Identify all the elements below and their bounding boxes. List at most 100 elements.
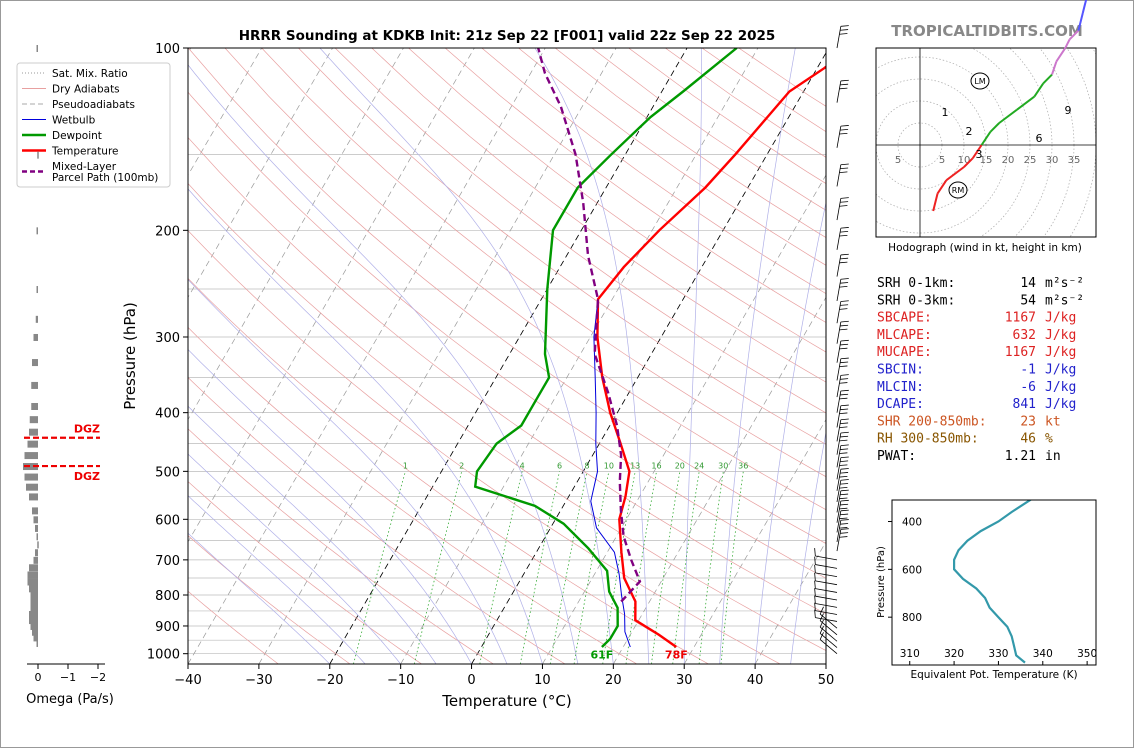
mixing-ratio-line — [573, 471, 610, 664]
wind-barb-flag — [840, 468, 849, 470]
skewt-frame — [187, 47, 827, 665]
mixing-ratio-line — [625, 471, 657, 664]
wind-barb-flag — [840, 431, 849, 434]
y-axis-label: Pressure (hPa) — [121, 302, 139, 410]
hodo-segment — [945, 166, 965, 181]
wind-barb-flag — [840, 257, 849, 260]
omega-bar — [32, 359, 38, 367]
hodo-segment — [936, 179, 948, 194]
wind-barb-flag — [839, 261, 848, 264]
index-label: MLCIN: — [877, 380, 924, 395]
y-tick-label: 1000 — [147, 648, 180, 663]
wind-barb-flag — [839, 426, 848, 428]
x-tick-label: −30 — [245, 673, 272, 688]
parcel-path-line — [537, 48, 642, 603]
wind-barb-flag — [839, 412, 848, 415]
index-value: 1.21 — [1005, 449, 1036, 464]
mixing-ratio-label: 6 — [557, 461, 562, 470]
index-unit: m²s⁻² — [1045, 293, 1084, 308]
wind-barb-flag — [839, 439, 848, 442]
moist-adiabat — [188, 348, 472, 664]
dry-adiabat — [188, 182, 826, 651]
wind-barb-flag — [839, 487, 848, 489]
mixing-ratio-label: 16 — [651, 461, 661, 470]
thetae-line — [952, 500, 1033, 664]
wind-barb-flag — [840, 278, 849, 280]
omega-bar — [27, 440, 38, 448]
wind-barb-flag — [839, 382, 848, 384]
x-tick-label: 50 — [818, 673, 835, 688]
hodo-segment — [1068, 29, 1080, 41]
hodo-ring-label: 15 — [980, 155, 993, 166]
wind-barb-flag — [839, 536, 848, 538]
wind-barb-flag — [839, 132, 848, 135]
wind-barb-staff — [815, 572, 838, 578]
isotherm-line — [258, 48, 617, 664]
thetae-x-tick-label: 330 — [988, 648, 1008, 660]
wind-barb-flag — [840, 125, 849, 127]
wind-barb-staff — [819, 620, 838, 636]
wind-barb-staff — [815, 564, 838, 569]
index-value: 632 — [1013, 328, 1036, 343]
wind-barb-flag — [840, 29, 849, 31]
hodo-segment — [980, 131, 992, 146]
isotherm-line — [188, 48, 333, 299]
wind-barb-flag — [840, 343, 849, 346]
mixing-ratio-line — [602, 471, 636, 664]
index-value: -6 — [1020, 380, 1036, 395]
omega-bar — [35, 524, 38, 532]
legend-label: Temperature — [51, 146, 119, 158]
mixing-ratio-label: 4 — [520, 461, 525, 470]
wind-barb-flag — [839, 397, 848, 400]
hodo-segment — [1033, 82, 1045, 98]
index-label: PWAT: — [877, 449, 916, 464]
wind-barb-flag — [840, 532, 849, 534]
index-label: DCAPE: — [877, 397, 924, 412]
wind-barb-flag — [814, 602, 816, 611]
wind-barb-staff — [819, 626, 838, 642]
hodo-ring-label: 5 — [895, 155, 901, 166]
wind-barb-flag — [840, 435, 849, 438]
mixing-ratio-line — [479, 471, 523, 664]
mixing-ratio-line — [549, 471, 588, 664]
hodo-height-label: 1 — [942, 106, 949, 119]
index-unit: m²s⁻² — [1045, 276, 1084, 291]
index-unit: J/kg — [1045, 345, 1076, 360]
wind-barb-flag — [814, 548, 816, 557]
dry-adiabat — [188, 278, 709, 664]
wind-barb-flag — [839, 464, 848, 466]
hodograph-plot: 5 5 10 15 20 25 30 35 1 23 6 9 LM RM Hodograph (wind i… — [875, 0, 1097, 254]
wind-barb-flag — [840, 404, 849, 407]
moist-adiabat — [790, 430, 826, 664]
wind-barb-flag — [814, 580, 816, 589]
wind-barb-flag — [840, 389, 849, 392]
thetae-x-tick-label: 350 — [1077, 648, 1097, 660]
omega-plot: 0 −1 −2 Omega (Pa/s) DGZ DGZ — [23, 45, 114, 707]
thetae-plot: 310 320 330 340 350 400 600 800 Equivalent Pot. … — [876, 499, 1097, 681]
omega-bar — [29, 585, 38, 593]
storm-motion-marker — [948, 181, 968, 199]
wind-barb-flag — [819, 619, 824, 628]
index-label: SRH 0-3km: — [877, 293, 955, 308]
omega-bar — [31, 402, 38, 410]
index-unit: J/kg — [1045, 363, 1076, 378]
thetae-y-tick-label: 800 — [902, 612, 922, 624]
temperature-line — [596, 65, 826, 648]
omega-bar — [33, 556, 38, 564]
index-label: SBCIN: — [877, 363, 924, 378]
thetae-x-tick-label: 340 — [1033, 648, 1053, 660]
index-unit: J/kg — [1045, 311, 1076, 326]
omega-bar — [27, 571, 38, 579]
mixing-ratio-line — [413, 471, 463, 664]
wind-barb-flag — [814, 572, 816, 581]
wind-barb-flag — [840, 393, 849, 396]
dry-adiabat — [188, 326, 637, 664]
wind-barb-staff — [815, 580, 838, 586]
wind-barb-staff — [819, 633, 838, 648]
wind-barb-flag — [840, 25, 849, 27]
hodo-segment — [963, 157, 974, 168]
dry-adiabat — [298, 48, 826, 445]
x-axis-label: Temperature (°C) — [441, 692, 571, 710]
omega-bar — [31, 381, 38, 389]
storm-motion-marker — [970, 72, 990, 90]
